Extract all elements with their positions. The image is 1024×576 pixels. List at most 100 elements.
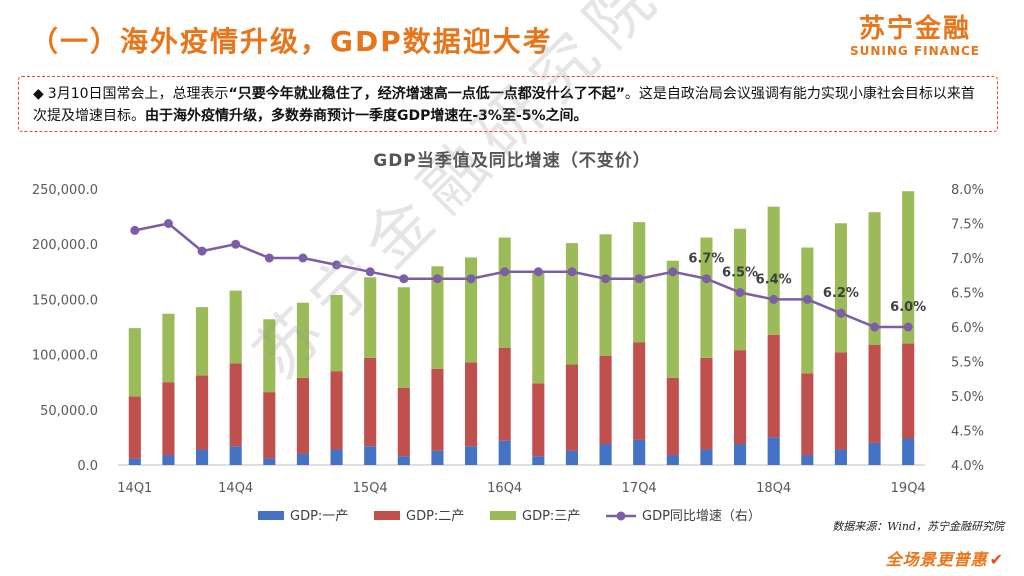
bar-1 <box>229 446 242 465</box>
bar-3 <box>834 223 847 353</box>
x-tick-label: 16Q4 <box>487 481 522 496</box>
callout-text-1: 3月10日国常会上，总理表示 <box>47 86 229 102</box>
legend-swatch <box>490 511 516 520</box>
bar-2 <box>296 377 309 454</box>
growth-point <box>231 239 241 249</box>
bar-1 <box>599 444 612 465</box>
growth-point <box>533 267 543 277</box>
bar-1 <box>700 449 713 465</box>
growth-point <box>634 274 644 284</box>
brand-logo: 苏宁金融 SUNING FINANCE <box>850 14 980 58</box>
bar-1 <box>296 453 309 465</box>
y2-tick-label: 6.5% <box>951 287 984 302</box>
bar-2 <box>397 387 410 457</box>
growth-data-label: 6.4% <box>756 272 792 287</box>
bar-2 <box>565 364 578 451</box>
growth-point <box>130 225 140 235</box>
y2-tick-label: 7.5% <box>951 218 984 233</box>
growth-point <box>163 219 173 228</box>
growth-point <box>769 294 779 304</box>
bar-1 <box>364 446 377 465</box>
data-source-note: 数据来源：Wind，苏宁金融研究院 <box>832 520 1004 533</box>
growth-point <box>500 267 510 277</box>
bar-1 <box>734 444 747 465</box>
growth-point <box>870 322 880 332</box>
growth-point <box>802 294 812 304</box>
bar-2 <box>196 375 209 450</box>
logo-chinese: 苏宁金融 <box>858 14 971 44</box>
bar-3 <box>599 234 612 356</box>
bar-1 <box>263 458 276 465</box>
x-tick-label: 15Q4 <box>353 481 388 496</box>
bar-2 <box>498 347 511 441</box>
bar-1 <box>565 450 578 465</box>
y2-tick-label: 8.0% <box>951 183 984 198</box>
growth-point <box>399 274 409 284</box>
bar-2 <box>532 383 545 457</box>
growth-point <box>903 322 913 332</box>
bar-1 <box>633 439 646 465</box>
bar-1 <box>465 446 478 465</box>
bar-2 <box>868 344 881 443</box>
callout-box: ◆ 3月10日国常会上，总理表示“只要今年就业稳住了，经济增速高一点低一点都没什么… <box>18 76 998 132</box>
growth-line <box>134 222 909 329</box>
bar-3 <box>296 302 309 378</box>
bar-2 <box>128 396 141 459</box>
growth-point <box>197 246 207 256</box>
bar-1 <box>834 449 847 465</box>
legend-swatch <box>258 511 284 520</box>
bar-1 <box>801 455 814 465</box>
growth-point <box>466 274 476 284</box>
bar-1 <box>532 456 545 465</box>
y2-tick-label: 6.0% <box>951 321 984 336</box>
bar-2 <box>162 382 175 456</box>
bar-1 <box>666 455 679 465</box>
bar-3 <box>330 294 343 372</box>
bar-2 <box>902 343 915 439</box>
bar-1 <box>162 455 175 465</box>
growth-point <box>836 308 846 318</box>
bar-2 <box>465 362 478 447</box>
growth-point <box>701 274 711 284</box>
bar-3 <box>397 287 410 388</box>
bar-2 <box>263 392 276 459</box>
x-tick-label: 17Q4 <box>622 481 657 496</box>
growth-point <box>567 267 577 277</box>
bar-2 <box>666 377 679 456</box>
bar-2 <box>801 373 814 456</box>
bar-3 <box>532 271 545 384</box>
bar-3 <box>700 237 713 358</box>
bar-1 <box>868 442 881 465</box>
growth-data-label: 6.2% <box>823 286 859 301</box>
bar-3 <box>263 319 276 393</box>
y-tick-label: 0.0 <box>77 459 98 474</box>
chart-title: GDP当季值及同比增速（不变价） <box>373 151 651 171</box>
growth-data-label: 6.5% <box>722 266 758 281</box>
bar-3 <box>902 191 915 344</box>
bar-1 <box>767 437 780 465</box>
slide-title: （一）海外疫情升级，GDP数据迎大考 <box>30 25 553 58</box>
growth-point <box>365 267 375 277</box>
growth-data-label: 6.7% <box>688 252 724 267</box>
callout-text-2: 。这是自政治局会议强调有能力实现小康社会目标以来首次提及增速目标。 <box>33 86 975 124</box>
bar-2 <box>599 355 612 445</box>
callout-quote: “只要今年就业稳住了，经济增速高一点低一点都没什么了不起” <box>228 86 625 102</box>
growth-data-label: 6.0% <box>890 300 926 315</box>
y-tick-label: 200,000.0 <box>32 238 98 253</box>
bar-3 <box>498 237 511 348</box>
growth-point <box>601 274 611 284</box>
bar-3 <box>868 212 881 345</box>
y-tick-label: 100,000.0 <box>32 349 98 364</box>
growth-point <box>668 267 678 277</box>
bar-3 <box>128 328 141 397</box>
bar-1 <box>330 449 343 465</box>
legend-swatch <box>374 511 400 520</box>
bar-2 <box>734 350 747 445</box>
x-tick-label: 18Q4 <box>756 481 791 496</box>
y2-tick-label: 5.0% <box>951 390 984 405</box>
x-tick-label: 14Q4 <box>218 481 253 496</box>
bar-2 <box>330 371 343 450</box>
bar-1 <box>498 440 511 465</box>
bar-2 <box>633 342 646 440</box>
